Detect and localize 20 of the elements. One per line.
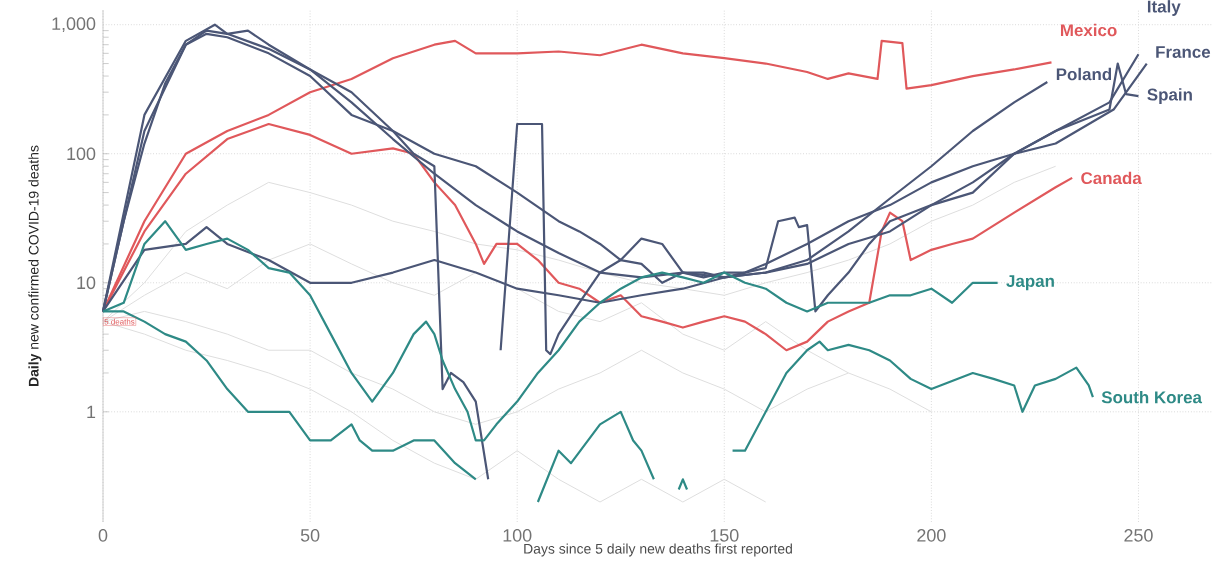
y-tick-label: 100	[67, 147, 96, 161]
x-axis-title: Days since 5 daily new deaths first reported	[524, 543, 792, 557]
x-tick-label: 250	[1124, 529, 1153, 542]
x-tick-label: 0	[98, 529, 108, 542]
series-label: Canada	[1081, 171, 1142, 185]
series-label: South Korea	[1101, 390, 1203, 404]
series-label: France	[1156, 46, 1211, 58]
series-label: Mexico	[1060, 23, 1117, 37]
y-tick-label: 1,000	[52, 17, 96, 33]
x-tick-label: 50	[300, 529, 320, 542]
x-tick-label: 100	[503, 529, 532, 542]
x-tick-label: 150	[710, 529, 739, 542]
series-label: Japan	[1006, 275, 1054, 291]
series-label: Spain	[1147, 88, 1192, 104]
series-label: Poland	[1056, 67, 1112, 81]
text: Italy	[1147, 0, 1181, 16]
y-tick-label: 1	[87, 405, 96, 418]
y-axis-title: Daily new confirmed COVID-19 deaths	[28, 145, 42, 386]
y-tick-label: 10	[77, 276, 96, 290]
x-tick-label: 200	[917, 529, 946, 542]
